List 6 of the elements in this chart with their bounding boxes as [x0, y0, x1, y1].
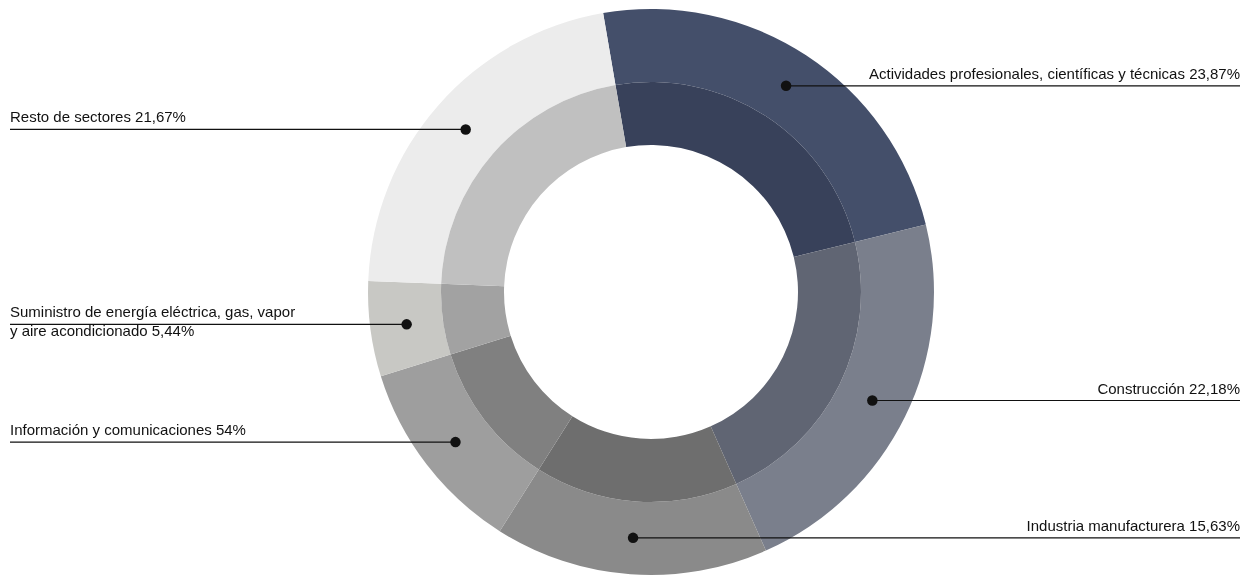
slice-label: Actividades profesionales, científicas y técnicas 23,87% [868, 64, 1240, 82]
slice-label: Información y comunicaciones 54% [10, 421, 246, 439]
slice-label: Suministro de energía eléctrica, gas, vapor y aire acondicionado 5,44% [10, 303, 296, 340]
slice-label: Resto de sectores 21,67% [10, 108, 186, 126]
slice-label: Construcción 22,18% [1097, 379, 1240, 397]
slice-label: Industria manufacturera 15,63% [1026, 516, 1240, 534]
